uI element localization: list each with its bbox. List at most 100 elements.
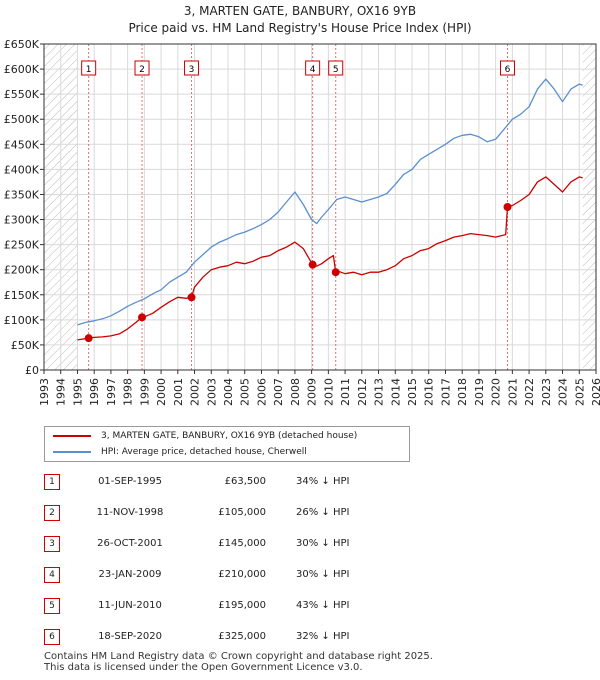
legend-swatch-property	[53, 435, 91, 437]
sale-hpi-diff: 32% ↓ HPI	[296, 629, 386, 645]
x-tick-label: 2019	[473, 378, 486, 406]
x-tick-label: 2001	[172, 378, 185, 406]
sale-point	[138, 313, 146, 321]
sale-point	[504, 203, 512, 211]
y-tick-label: £550K	[4, 88, 40, 101]
table-row: 6 18-SEP-2020 £325,000 32% ↓ HPI	[0, 629, 600, 649]
y-tick-label: £350K	[4, 188, 40, 201]
sale-label: 5	[333, 65, 339, 75]
chart-legend: 3, MARTEN GATE, BANBURY, OX16 9YB (detac…	[44, 426, 410, 462]
y-tick-label: £100K	[4, 314, 40, 327]
footer-licence: This data is licensed under the Open Gov…	[44, 662, 433, 673]
price-chart: 1 2 3 4 5 6 £0 £50K £100K £150K £200K £250K £300K £3…	[0, 0, 600, 420]
y-tick-label: £50K	[11, 339, 40, 352]
sale-number-badge: 6	[44, 629, 60, 645]
x-tick-label: 1994	[55, 378, 68, 406]
sale-label: 6	[505, 65, 511, 75]
x-tick-label: 2013	[373, 378, 386, 406]
y-tick-label: £0	[25, 364, 39, 377]
sale-number-badge: 1	[44, 474, 60, 490]
table-row: 3 26-OCT-2001 £145,000 30% ↓ HPI	[0, 536, 600, 556]
sale-label: 2	[139, 65, 145, 75]
x-tick-label: 2010	[322, 378, 335, 406]
x-tick-label: 2008	[289, 378, 302, 406]
plot-frame	[44, 44, 596, 370]
legend-swatch-hpi	[53, 451, 91, 453]
x-tick-label: 2007	[272, 378, 285, 406]
y-tick-label: £200K	[4, 264, 40, 277]
x-tick-label: 2018	[456, 378, 469, 406]
x-tick-label: 2002	[189, 378, 202, 406]
x-tick-label: 1998	[122, 378, 135, 406]
sale-hpi-diff: 26% ↓ HPI	[296, 505, 386, 521]
x-tick-label: 2014	[389, 378, 402, 406]
hatched-region-after	[583, 44, 596, 370]
table-row: 2 11-NOV-1998 £105,000 26% ↓ HPI	[0, 505, 600, 525]
sale-price: £105,000	[190, 505, 266, 521]
y-tick-label: £450K	[4, 138, 40, 151]
sale-number-badge: 2	[44, 505, 60, 521]
sale-point	[332, 268, 340, 276]
sale-date: 26-OCT-2001	[80, 536, 180, 552]
x-tick-label: 2009	[306, 378, 319, 406]
sale-number-badge: 5	[44, 598, 60, 614]
y-tick-label: £600K	[4, 63, 40, 76]
sale-price: £145,000	[190, 536, 266, 552]
x-tick-label: 1996	[88, 378, 101, 406]
y-tick-label: £400K	[4, 163, 40, 176]
footer-attribution: Contains HM Land Registry data © Crown c…	[44, 651, 433, 673]
x-tick-label: 2022	[523, 378, 536, 406]
table-row: 1 01-SEP-1995 £63,500 34% ↓ HPI	[0, 474, 600, 494]
x-tick-label: 2005	[239, 378, 252, 406]
table-row: 5 11-JUN-2010 £195,000 43% ↓ HPI	[0, 598, 600, 618]
legend-item-property: 3, MARTEN GATE, BANBURY, OX16 9YB (detac…	[53, 428, 357, 444]
x-tick-label: 2012	[356, 378, 369, 406]
x-tick-label: 1993	[38, 378, 51, 406]
sale-label: 1	[86, 65, 92, 75]
x-tick-label: 2016	[423, 378, 436, 406]
x-tick-label: 2025	[573, 378, 586, 406]
x-tick-label: 1997	[105, 378, 118, 406]
legend-label-hpi: HPI: Average price, detached house, Cher…	[101, 447, 307, 457]
x-tick-label: 2000	[155, 378, 168, 406]
sale-hpi-diff: 30% ↓ HPI	[296, 536, 386, 552]
sale-price: £210,000	[190, 567, 266, 583]
legend-label-property: 3, MARTEN GATE, BANBURY, OX16 9YB (detac…	[101, 431, 357, 441]
x-tick-label: 2026	[590, 378, 600, 406]
sale-label: 3	[189, 65, 195, 75]
x-tick-label: 2011	[339, 378, 352, 406]
sale-point	[309, 261, 317, 269]
x-tick-label: 2021	[506, 378, 519, 406]
sale-point	[85, 334, 93, 342]
sale-number-badge: 4	[44, 567, 60, 583]
sale-price: £63,500	[190, 474, 266, 490]
sale-date: 11-JUN-2010	[80, 598, 180, 614]
sale-point	[188, 293, 196, 301]
x-tick-label: 2004	[222, 378, 235, 406]
series-line-hpi	[78, 79, 583, 325]
sale-date: 18-SEP-2020	[80, 629, 180, 645]
x-tick-label: 2015	[406, 378, 419, 406]
sale-hpi-diff: 30% ↓ HPI	[296, 567, 386, 583]
table-row: 4 23-JAN-2009 £210,000 30% ↓ HPI	[0, 567, 600, 587]
sale-hpi-diff: 43% ↓ HPI	[296, 598, 386, 614]
y-tick-label: £500K	[4, 113, 40, 126]
y-tick-label: £300K	[4, 214, 40, 227]
y-tick-label: £250K	[4, 239, 40, 252]
legend-item-hpi: HPI: Average price, detached house, Cher…	[53, 444, 307, 460]
series-line-property	[78, 177, 583, 340]
x-tick-label: 2017	[439, 378, 452, 406]
x-tick-label: 2024	[557, 378, 570, 406]
x-tick-label: 1995	[71, 378, 84, 406]
sale-date: 23-JAN-2009	[80, 567, 180, 583]
y-tick-label: £650K	[4, 38, 40, 51]
x-tick-label: 2020	[490, 378, 503, 406]
sale-date: 01-SEP-1995	[80, 474, 180, 490]
sale-label: 4	[310, 65, 316, 75]
y-tick-label: £150K	[4, 289, 40, 302]
sale-date: 11-NOV-1998	[80, 505, 180, 521]
x-tick-label: 1999	[138, 378, 151, 406]
sale-number-badge: 3	[44, 536, 60, 552]
sale-hpi-diff: 34% ↓ HPI	[296, 474, 386, 490]
x-tick-label: 2006	[255, 378, 268, 406]
